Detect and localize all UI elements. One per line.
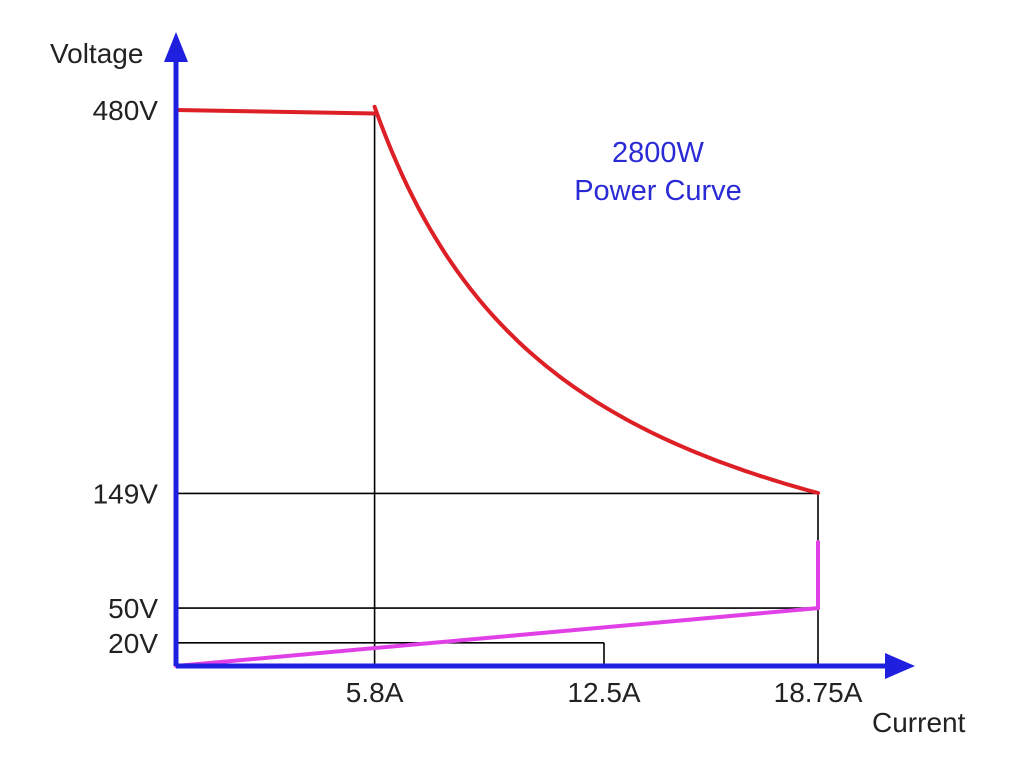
annotation-power-curve: Power Curve — [574, 175, 742, 207]
tick-labels: 480V 149V 50V 20V 5.8A 12.5A 18.75A — [93, 95, 863, 708]
y-axis-arrow-icon — [164, 32, 188, 62]
y-axis-label: Voltage — [50, 38, 143, 69]
axes — [164, 32, 915, 679]
series-constant-power-curve — [372, 104, 820, 495]
guide-lines — [176, 113, 819, 666]
x-axis-arrow-icon — [885, 653, 915, 679]
x-tick-label-0: 5.8A — [346, 677, 404, 708]
annotation-power: 2800W — [612, 137, 705, 169]
series-min-current-line — [174, 606, 820, 668]
x-tick-label-2: 18.75A — [774, 677, 863, 708]
y-tick-label-2: 50V — [108, 593, 158, 624]
x-tick-label-1: 12.5A — [567, 677, 640, 708]
y-tick-label-3: 20V — [108, 628, 158, 659]
y-tick-label-1: 149V — [93, 478, 159, 509]
x-axis-label: Current — [872, 707, 966, 738]
series-max-voltage-flat — [174, 108, 377, 116]
data-series — [174, 104, 820, 668]
y-tick-label-0: 480V — [93, 95, 159, 126]
